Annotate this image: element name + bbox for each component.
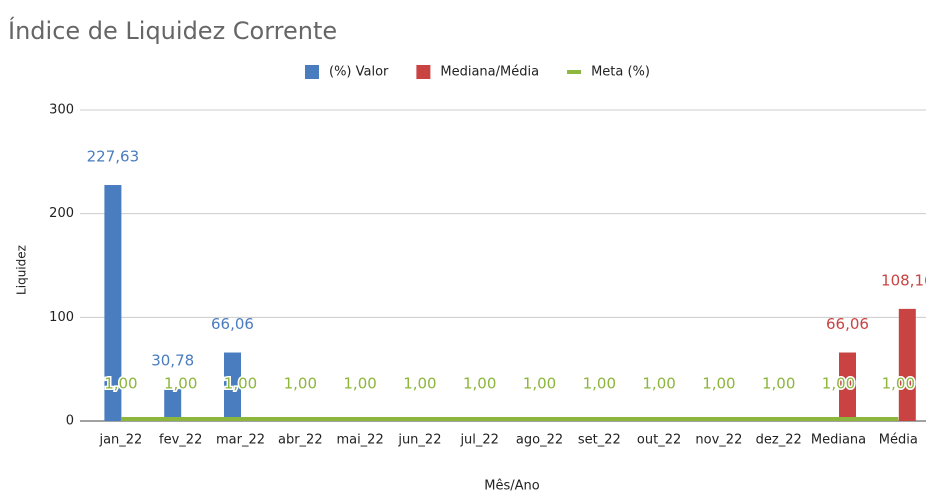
legend-swatch: [567, 70, 582, 74]
chart-title: Índice de Liquidez Corrente: [8, 16, 337, 45]
y-tick-label: 200: [49, 206, 74, 221]
data-label: 1,00: [104, 375, 137, 393]
data-label: 1,00: [882, 375, 915, 393]
x-tick-label: jul_22: [459, 433, 499, 448]
data-label: 1,00: [284, 375, 317, 393]
data-label: 66,06: [211, 315, 254, 333]
data-label: 1,00: [523, 375, 556, 393]
legend-label: Meta (%): [591, 65, 650, 80]
x-tick-label: Mediana: [811, 433, 866, 448]
x-tick-label: fev_22: [159, 433, 202, 448]
y-tick-label: 0: [66, 414, 74, 429]
data-label: 1,00: [224, 375, 257, 393]
y-tick-label: 100: [49, 310, 74, 325]
legend-label: Mediana/Média: [440, 65, 539, 80]
data-label: 108,16: [881, 271, 926, 289]
legend-swatch: [305, 65, 319, 79]
x-tick-label: mar_22: [216, 433, 265, 448]
bar: [224, 352, 241, 421]
data-label: 1,00: [642, 375, 675, 393]
data-label: 1,00: [583, 375, 616, 393]
x-tick-label: out_22: [637, 433, 681, 448]
bar: [898, 308, 916, 421]
x-tick-label: dez_22: [756, 433, 802, 448]
x-tick-label: nov_22: [695, 433, 742, 448]
x-tick-label: set_22: [578, 433, 621, 448]
data-label: 1,00: [702, 375, 735, 393]
x-tick-label: Média: [879, 433, 918, 448]
x-tick-label: mai_22: [336, 433, 383, 448]
data-label: 1,00: [822, 375, 855, 393]
data-label: 1,00: [463, 375, 496, 393]
bar: [164, 389, 182, 421]
bar: [839, 352, 856, 421]
data-label: 1,00: [343, 375, 376, 393]
data-label: 227,63: [87, 148, 140, 166]
x-tick-label: jun_22: [397, 433, 441, 448]
x-tick-label: jan_22: [98, 433, 142, 448]
y-axis-label: Liquidez: [15, 245, 29, 295]
bar: [104, 185, 122, 421]
x-axis-label: Mês/Ano: [484, 479, 539, 494]
x-tick-label: abr_22: [278, 433, 323, 448]
legend-label: (%) Valor: [329, 65, 389, 80]
data-label: 66,06: [826, 315, 869, 333]
data-label: 30,78: [151, 352, 194, 370]
x-tick-label: ago_22: [516, 433, 563, 448]
y-tick-label: 300: [49, 103, 74, 118]
data-label: 1,00: [762, 375, 795, 393]
data-label: 1,00: [164, 375, 197, 393]
data-label: 1,00: [403, 375, 436, 393]
legend-swatch: [416, 65, 431, 79]
